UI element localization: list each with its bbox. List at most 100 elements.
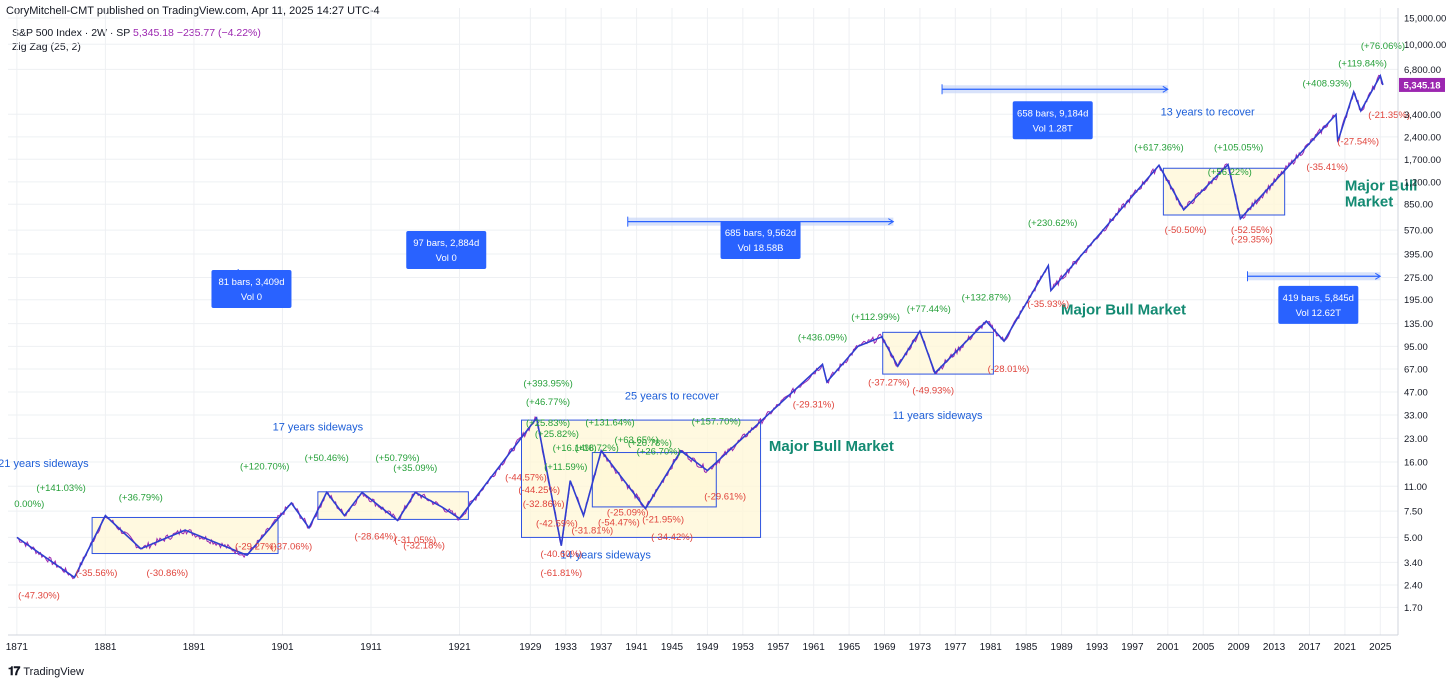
y-tick-label: 1,700.00 <box>1404 155 1441 166</box>
zigzag-pct-label: (+120.70%) <box>240 462 289 473</box>
x-tick-label: 1997 <box>1121 642 1144 653</box>
ruler-badge[interactable] <box>211 270 292 309</box>
ruler-arrowhead <box>1162 85 1169 93</box>
x-tick-label: 1929 <box>519 642 542 653</box>
y-tick-label: 67.00 <box>1404 365 1428 376</box>
note-label: 25 years to recover <box>625 390 719 402</box>
x-tick-label: 1941 <box>625 642 648 653</box>
zigzag-pct-label: (-21.35%) <box>1368 110 1410 121</box>
zigzag-pct-label: (-44.57%) <box>505 473 547 484</box>
range-boxes <box>91 167 1286 555</box>
zigzag-pct-label: (+436.09%) <box>798 333 847 344</box>
ruler-badge-vol: Vol 18.58B <box>738 243 784 254</box>
zigzag-pct-label: (-28.64%) <box>355 531 397 542</box>
ruler-badge-vol: Vol 0 <box>436 253 457 264</box>
footer-brand[interactable]: 𝟏𝟕 TradingView <box>8 664 84 679</box>
y-tick-label: 16.00 <box>1404 457 1428 468</box>
range-box[interactable] <box>591 452 717 508</box>
zigzag-pct-label: (+230.62%) <box>1028 218 1077 229</box>
zigzag-pct-label: (-32.86%) <box>523 499 565 510</box>
symbol-name[interactable]: S&P 500 Index · 2W · SP <box>12 27 131 39</box>
range-box[interactable] <box>882 331 994 375</box>
zigzag-pct-label: (+63.65%) <box>615 435 659 446</box>
last-price-legend: 5,345.18 <box>133 27 174 39</box>
x-tick-label: 1965 <box>838 642 861 653</box>
zigzag-pct-label: (-32.18%) <box>403 541 445 552</box>
y-tick-label: 2.40 <box>1404 581 1423 592</box>
x-tick-label: 1957 <box>767 642 790 653</box>
time-axis[interactable]: 1871 1881 1891 1901 1911 1921 1929 1933 1937 1941… <box>6 634 1398 653</box>
zigzag-pct-label: (+157.70%) <box>692 417 741 428</box>
zigzag-pct-label: (-29.35%) <box>1231 235 1273 246</box>
zigzag-pct-label: (-52.55%) <box>1231 225 1273 236</box>
x-tick-label: 2005 <box>1192 642 1215 653</box>
y-tick-label: 6,800.00 <box>1404 65 1441 76</box>
zigzag-pct-label: (-54.47%) <box>598 518 640 529</box>
zigzag-pct-label: (-25.09%) <box>607 508 649 519</box>
x-tick-label: 1921 <box>448 642 471 653</box>
zigzag-pct-label: (+141.03%) <box>36 483 85 494</box>
x-tick-label: 1933 <box>555 642 578 653</box>
published-by: CoryMitchell-CMT published on TradingVie… <box>6 5 380 17</box>
x-tick-label: 2021 <box>1334 642 1357 653</box>
x-tick-label: 1901 <box>271 642 294 653</box>
zigzag-pct-label: (+16.14%) <box>553 443 597 454</box>
bull-label: Major Bull <box>1345 178 1418 195</box>
x-tick-label: 2017 <box>1298 642 1321 653</box>
ruler-badge-bars: 97 bars, 2,884d <box>413 238 479 249</box>
zigzag-pct-label: (-31.81%) <box>571 526 613 537</box>
x-tick-label: 1871 <box>6 642 29 653</box>
y-tick-label: 275.00 <box>1404 273 1433 284</box>
zigzag-pct-label: (-31.05%) <box>394 535 436 546</box>
y-tick-label: 1.70 <box>1404 603 1423 614</box>
range-box[interactable] <box>317 491 469 520</box>
ruler-badge[interactable] <box>1012 101 1093 140</box>
range-box[interactable] <box>91 516 279 555</box>
y-tick-label: 95.00 <box>1404 342 1428 353</box>
bull-label: Major Bull Market <box>1061 302 1186 319</box>
zigzag-pct-label: (-29.61%) <box>704 491 746 502</box>
x-tick-label: 1945 <box>661 642 684 653</box>
ruler-badge-bars: 658 bars, 9,184d <box>1017 108 1088 119</box>
zigzag-pct-label: (+20.78%) <box>628 438 672 449</box>
annotations: 21 years sideways 17 years sideways 25 yea… <box>0 41 1417 601</box>
x-tick-label: 1953 <box>732 642 755 653</box>
zigzag-pct-label: (+76.06%) <box>1361 41 1405 52</box>
zigzag-pct-label: (+18.72%) <box>575 443 619 454</box>
x-tick-label: 1981 <box>980 642 1003 653</box>
y-tick-label: 23.00 <box>1404 434 1428 445</box>
last-price-badge <box>1399 77 1445 92</box>
y-tick-label: 2,400.00 <box>1404 132 1441 143</box>
note-label: 17 years sideways <box>273 421 364 433</box>
y-tick-label: 850.00 <box>1404 200 1433 211</box>
x-tick-label: 1969 <box>873 642 896 653</box>
zigzag-pct-label: (-27.54%) <box>1337 137 1379 148</box>
zigzag-pct-label: (+35.09%) <box>393 463 437 474</box>
note-label: 13 years to recover <box>1161 106 1255 118</box>
zigzag-pct-label: (-50.50%) <box>1165 225 1207 236</box>
bull-label: Major Bull Market <box>769 438 894 455</box>
last-price-axis-label: 5,345.18 <box>1404 80 1441 91</box>
y-tick-label: 1,200.00 <box>1404 177 1441 188</box>
zigzag-pct-label: (+50.79%) <box>375 453 419 464</box>
y-tick-label: 195.00 <box>1404 295 1433 306</box>
x-tick-label: 1973 <box>909 642 932 653</box>
range-rulers: 81 bars, 3,409d Vol 0 97 bars, 2,884d Vol 0… <box>211 84 1382 324</box>
zigzag-pct-label: (+119.84%) <box>1338 59 1387 70</box>
grid-lines <box>8 8 1398 635</box>
zigzag-pct-label: (+36.79%) <box>119 493 163 504</box>
ruler-badge[interactable] <box>406 230 487 269</box>
zigzag-pct-label: (+393.95%) <box>523 379 572 390</box>
ruler-badge[interactable] <box>1278 285 1359 324</box>
zigzag-pct-label: (+25.82%) <box>535 429 579 440</box>
zigzag-pct-label: (+105.05%) <box>1214 142 1263 153</box>
zigzag-pct-label: (+131.64%) <box>585 418 634 429</box>
x-tick-label: 1977 <box>944 642 967 653</box>
y-tick-label: 395.00 <box>1404 249 1433 260</box>
ruler-badge[interactable] <box>720 220 801 259</box>
zigzag-pct-label: (+26.70%) <box>637 446 681 457</box>
price-axis[interactable]: 15,000.00 10,000.00 6,800.00 3,400.00 2,400.… <box>1397 8 1446 635</box>
x-tick-label: 2013 <box>1263 642 1286 653</box>
